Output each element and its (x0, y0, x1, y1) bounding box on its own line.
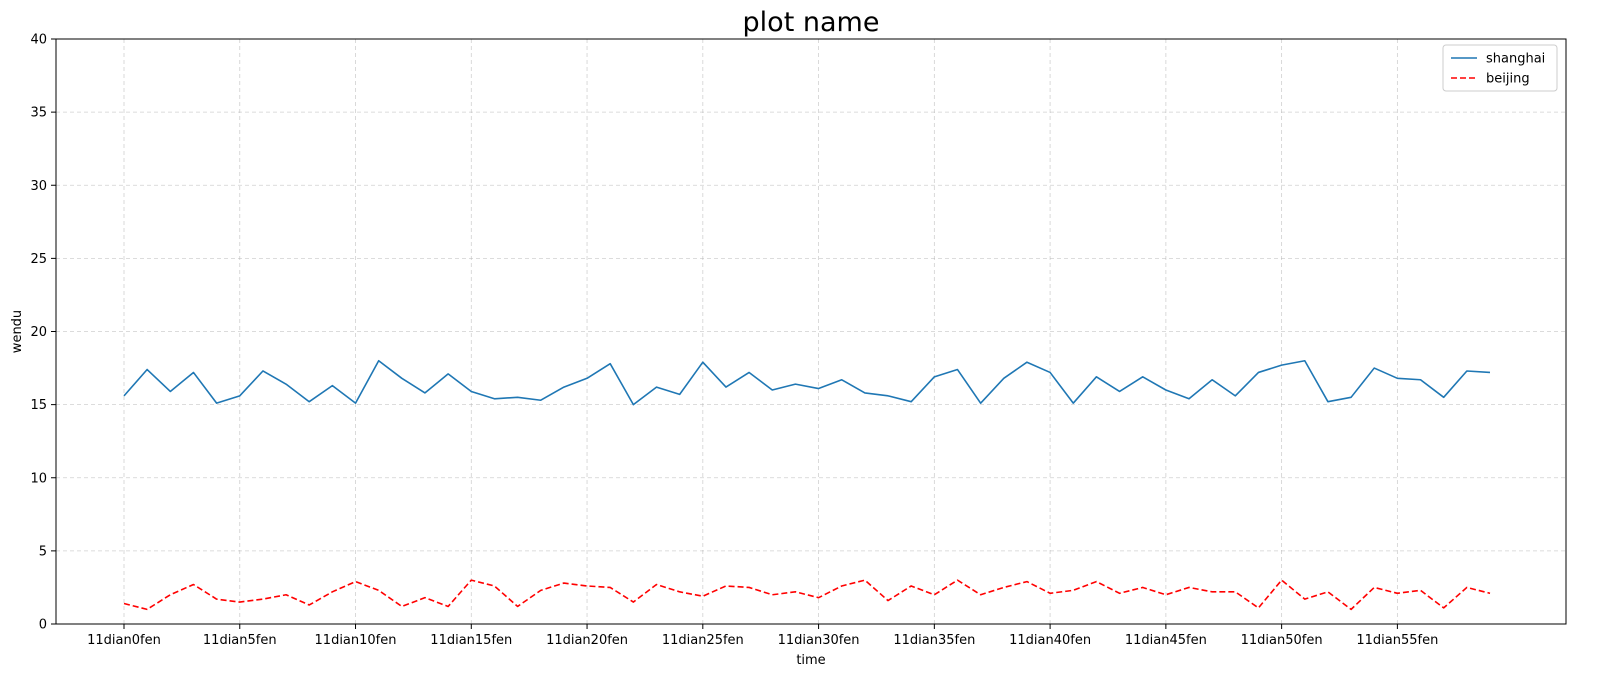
y-axis-ticks: 0 5 10 15 20 25 30 35 40 (30, 33, 56, 633)
x-axis-ticks: 11dian0fen 11dian5fen 11dian10fen 11dian15f… (87, 624, 1438, 648)
y-tick-label: 15 (30, 398, 47, 413)
y-tick-label: 30 (30, 179, 47, 194)
series-line-shanghai (123, 359, 1491, 406)
x-tick-label: 11dian15fen (430, 633, 512, 648)
y-tick-label: 20 (30, 325, 47, 340)
x-tick-label: 11dian40fen (1009, 633, 1091, 648)
x-tick-label: 11dian30fen (778, 633, 860, 648)
legend-box (1442, 44, 1558, 92)
y-tick-label: 25 (30, 252, 47, 267)
y-tick-label: 10 (30, 471, 47, 486)
x-tick-label: 11dian20fen (546, 633, 628, 648)
series-layer (123, 359, 1491, 611)
x-tick-label: 11dian50fen (1241, 633, 1323, 648)
x-tick-label: 11dian0fen (87, 633, 161, 648)
chart-title: plot name (743, 7, 880, 38)
y-axis-label: wendu (10, 310, 25, 353)
x-tick-label: 11dian5fen (203, 633, 277, 648)
legend-label-beijing: beijing (1486, 72, 1530, 87)
y-tick-label: 35 (30, 106, 47, 121)
y-tick-label: 40 (30, 33, 47, 48)
x-tick-label: 11dian55fen (1356, 633, 1438, 648)
x-tick-label: 11dian10fen (315, 633, 397, 648)
x-axis-label: time (796, 653, 825, 668)
legend: shanghai beijing (1442, 44, 1558, 92)
x-tick-label: 11dian45fen (1125, 633, 1207, 648)
series-line-beijing (123, 579, 1491, 611)
x-tick-label: 11dian25fen (662, 633, 744, 648)
y-tick-label: 0 (39, 618, 47, 633)
legend-label-shanghai: shanghai (1486, 52, 1545, 67)
y-tick-label: 5 (39, 544, 47, 559)
x-tick-label: 11dian35fen (893, 633, 975, 648)
